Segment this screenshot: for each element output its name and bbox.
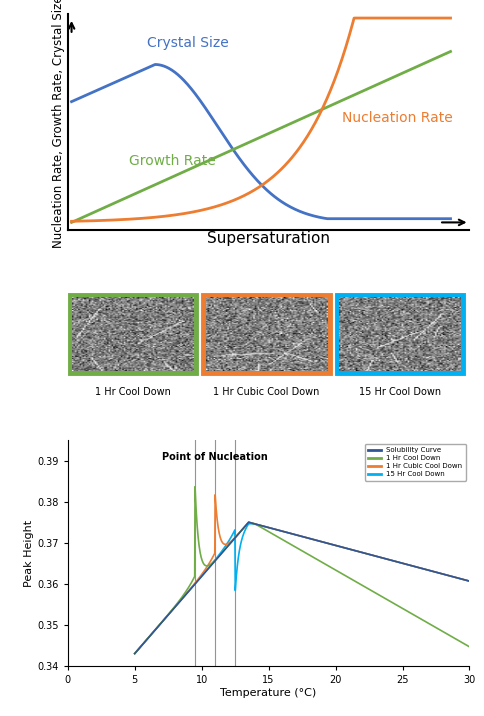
Legend: Solubility Curve, 1 Hr Cool Down, 1 Hr Cubic Cool Down, 15 Hr Cool Down: Solubility Curve, 1 Hr Cool Down, 1 Hr C… — [365, 444, 466, 480]
Text: 1 Hr Cool Down: 1 Hr Cool Down — [95, 387, 171, 397]
Y-axis label: Nucleation Rate, Growth Rate, Crystal Size: Nucleation Rate, Growth Rate, Crystal Si… — [52, 0, 65, 248]
Text: Growth Rate: Growth Rate — [129, 154, 215, 168]
Bar — [70, 295, 197, 373]
Text: 15 Hr Cool Down: 15 Hr Cool Down — [359, 387, 441, 397]
Text: 1 Hr Cubic Cool Down: 1 Hr Cubic Cool Down — [213, 387, 319, 397]
Bar — [203, 295, 330, 373]
Text: 100 μm: 100 μm — [290, 360, 314, 365]
Text: Point of Nucleation: Point of Nucleation — [162, 453, 268, 463]
Y-axis label: Peak Height: Peak Height — [25, 519, 34, 586]
Text: 100 μm: 100 μm — [156, 360, 180, 365]
Text: Crystal Size: Crystal Size — [148, 36, 229, 49]
X-axis label: Temperature (°C): Temperature (°C) — [221, 687, 317, 697]
Text: Nucleation Rate: Nucleation Rate — [342, 111, 453, 125]
X-axis label: Supersaturation: Supersaturation — [207, 231, 330, 246]
Text: 100 μm: 100 μm — [423, 360, 447, 365]
Bar — [336, 295, 463, 373]
